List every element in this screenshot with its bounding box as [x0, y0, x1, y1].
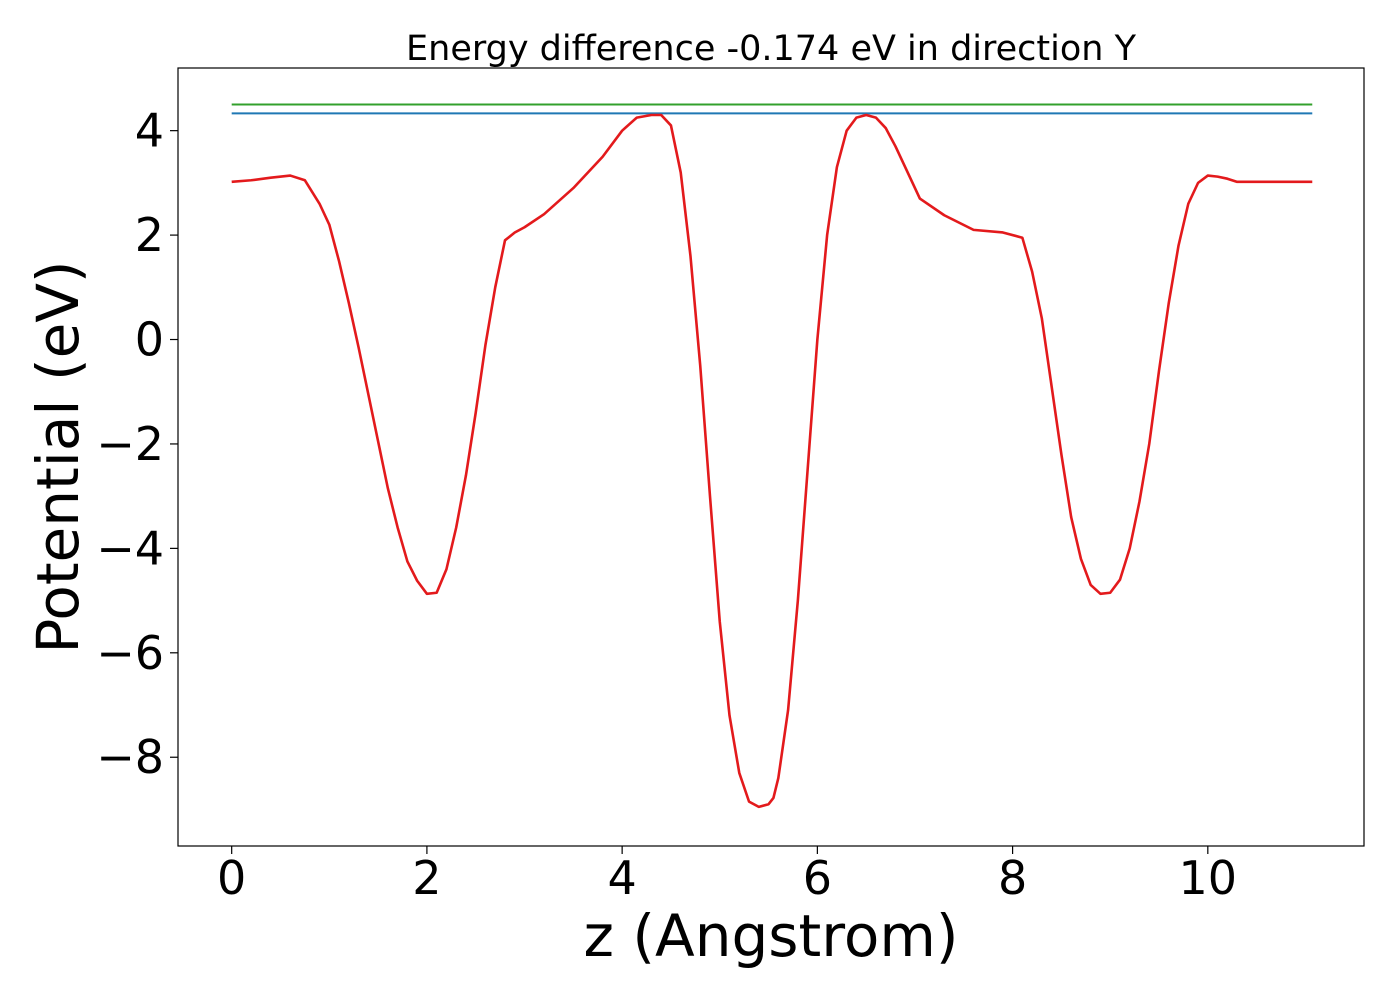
- series-line-0: [231, 113, 1313, 809]
- y-tick-label: −4: [96, 521, 164, 575]
- y-axis: 4 2 0 −2 −4 −6 −8: [96, 104, 178, 784]
- x-tick-label: 10: [1179, 851, 1238, 905]
- y-axis-title: Potential (eV): [24, 260, 92, 653]
- chart-title: Energy difference -0.174 eV in direction…: [406, 29, 1137, 69]
- y-tick-label: 4: [135, 104, 164, 158]
- x-tick-label: 2: [412, 851, 441, 905]
- x-tick-label: 0: [217, 851, 246, 905]
- plot-frame: [177, 67, 1365, 847]
- x-tick-label: 8: [998, 851, 1027, 905]
- y-tick-label: −6: [96, 626, 164, 680]
- x-tick-label: 4: [607, 851, 636, 905]
- x-tick-label: 6: [803, 851, 832, 905]
- x-axis: 0 2 4 6 8 10: [217, 846, 1237, 905]
- y-tick-label: −8: [96, 730, 164, 784]
- y-tick-label: 0: [135, 313, 164, 367]
- y-tick-label: 2: [135, 208, 164, 262]
- x-axis-title: z (Angstrom): [584, 902, 959, 970]
- plot-area: [231, 103, 1313, 809]
- y-tick-label: −2: [96, 417, 164, 471]
